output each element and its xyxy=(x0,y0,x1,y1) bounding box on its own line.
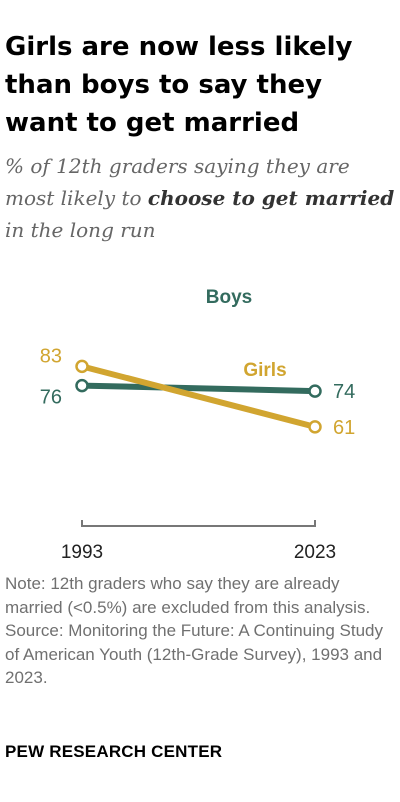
boys-value-label: 74 xyxy=(333,381,355,403)
chart-notes: Note: 12th graders who say they are alre… xyxy=(5,572,397,690)
girls-value-label: 61 xyxy=(333,417,355,439)
source-text: Source: Monitoring the Future: A Continu… xyxy=(5,621,384,687)
girls-series-label: Girls xyxy=(243,360,286,381)
x-tick-label: 2023 xyxy=(294,542,336,563)
pew-logo-text: PEW RESEARCH CENTER xyxy=(5,742,223,761)
x-tick-label: 1993 xyxy=(61,542,103,563)
boys-point xyxy=(308,384,322,398)
girls-value-label: 83 xyxy=(40,345,62,367)
girls-point xyxy=(308,420,322,434)
note-text: Note: 12th graders who say they are alre… xyxy=(5,574,371,617)
girls-line xyxy=(81,363,316,430)
chart-title: Girls are now less likely than boys to s… xyxy=(5,32,353,138)
subtitle-text-start: % of 12th graders saying they are most l… xyxy=(5,154,350,210)
subtitle-text-end: in the long run xyxy=(5,218,156,242)
boys-value-label: 76 xyxy=(40,387,62,409)
boys-point xyxy=(75,378,89,393)
boys-line xyxy=(81,382,316,395)
line-chart: 1993 2023 Boys 76 74 Girls 83 61 xyxy=(40,287,356,563)
subtitle-emphasis: choose to get married xyxy=(147,186,395,210)
boys-series-label: Boys xyxy=(206,287,252,308)
chart-subtitle: % of 12th graders saying they are most l… xyxy=(5,150,395,246)
girls-point xyxy=(75,359,89,374)
x-axis-line xyxy=(81,520,316,527)
